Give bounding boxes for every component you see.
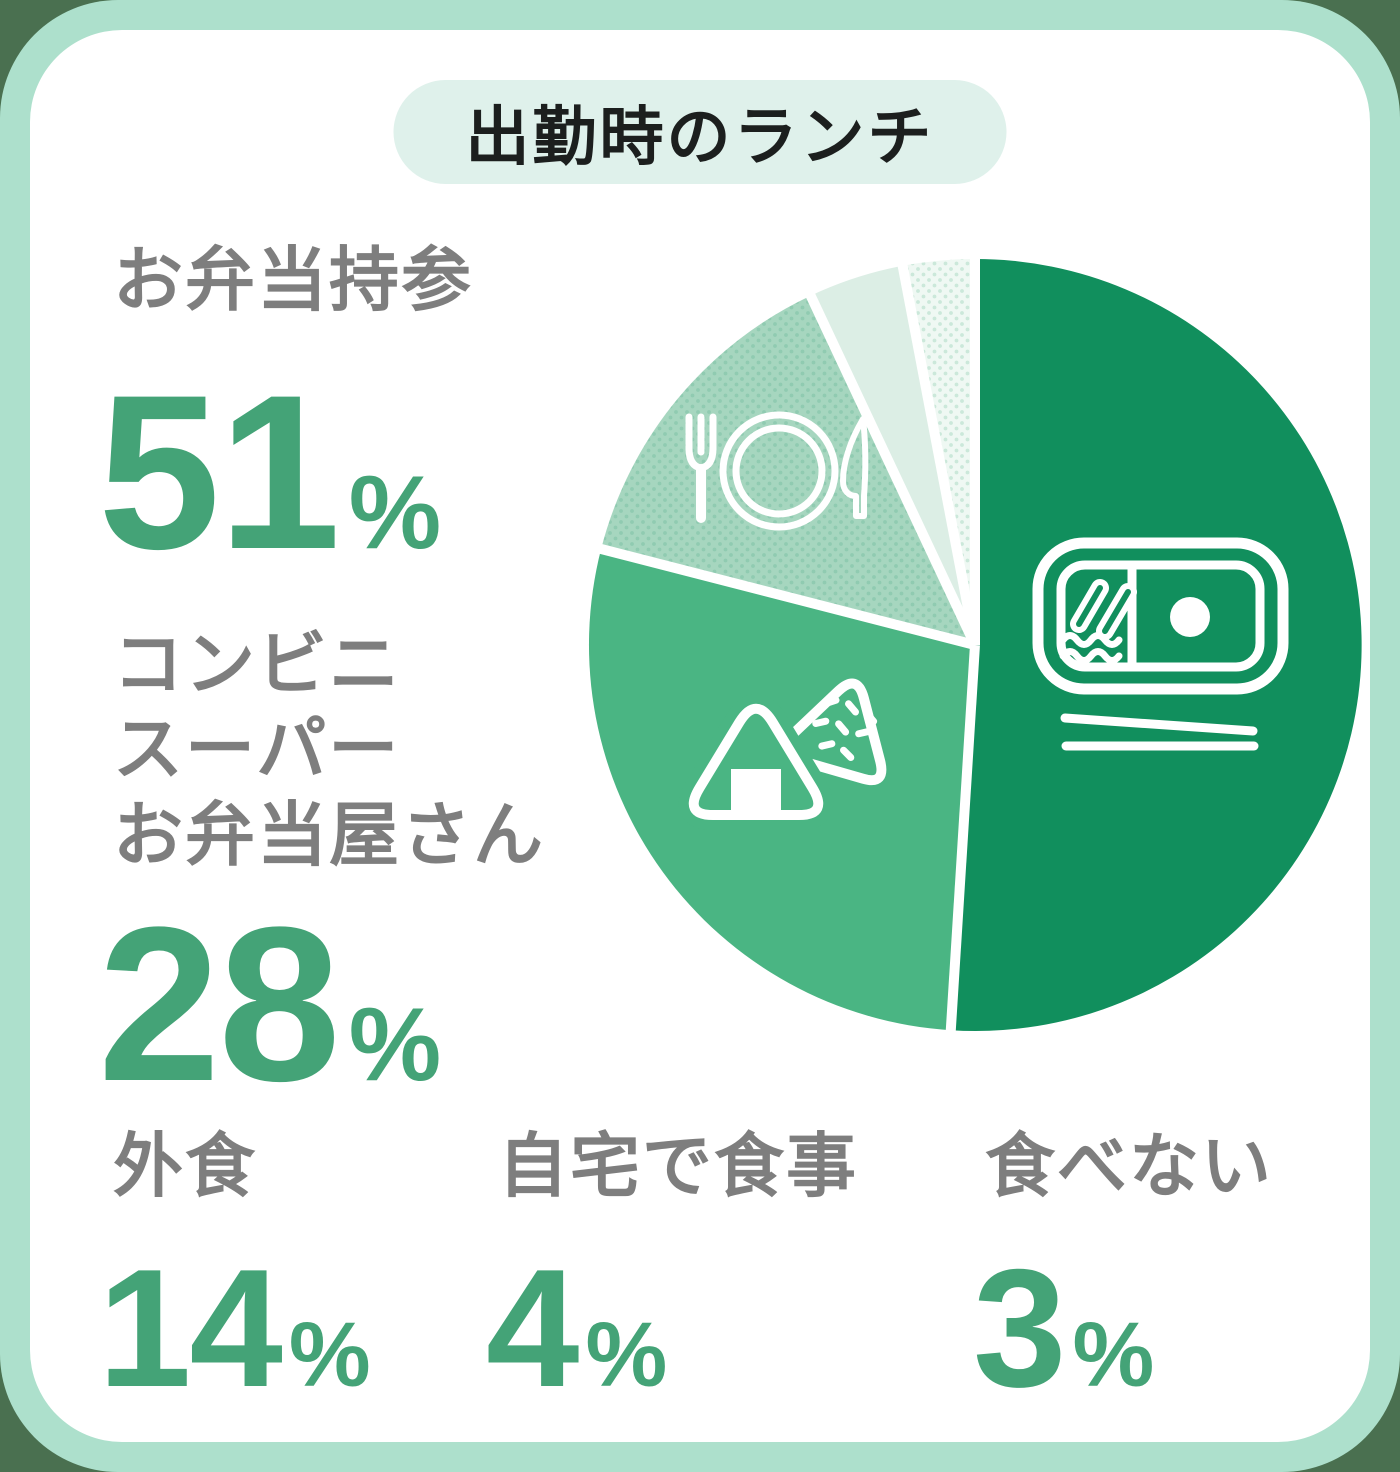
stat-store-label-line1: コンビニ [113, 625, 401, 703]
stat-bento-unit: % [348, 455, 442, 571]
restaurant-icon [685, 411, 869, 531]
stat-eating-out-unit: % [288, 1304, 371, 1406]
stat-store-label-line3: お弁当屋さん [113, 795, 545, 874]
stat-home-label: 自宅で食事 [498, 1127, 858, 1205]
bento-box-icon [1032, 537, 1289, 695]
stat-store: コンビニ スーパー お弁当屋さん [113, 622, 545, 878]
nori-square [731, 769, 781, 815]
umeboshi-dot [1170, 597, 1210, 637]
stat-bento-value: 51 % [98, 362, 441, 582]
stat-home-unit: % [585, 1304, 668, 1406]
stat-no-lunch: 食べない [985, 1124, 1273, 1209]
stat-bento-number: 51 [98, 349, 341, 595]
chart-title-badge: 出勤時のランチ [393, 80, 1007, 184]
stat-no-lunch-value: 3 % [973, 1244, 1154, 1412]
onigiri-icon [678, 678, 887, 830]
stat-bento-label: お弁当持参 [113, 241, 473, 319]
stat-eating-out-value: 14 % [98, 1244, 371, 1412]
pie-slice-separators [594, 255, 980, 1035]
stat-no-lunch-label: 食べない [985, 1127, 1273, 1205]
pie-chart [588, 255, 1362, 1035]
stat-store-value: 28 % [98, 894, 441, 1114]
knife-icon [840, 416, 869, 519]
pie-slice-0 [950, 258, 1362, 1031]
stat-home: 自宅で食事 [498, 1124, 858, 1209]
chart-title: 出勤時のランチ [465, 101, 935, 173]
stat-no-lunch-number: 3 [973, 1234, 1066, 1422]
stat-eating-out: 外食 [113, 1124, 257, 1209]
plate-icon [719, 411, 839, 531]
stat-home-value: 4 % [486, 1244, 667, 1412]
stat-eating-out-number: 14 [98, 1234, 283, 1422]
stat-no-lunch-unit: % [1072, 1304, 1155, 1406]
stat-store-number: 28 [98, 881, 341, 1127]
stat-store-unit: % [348, 987, 442, 1103]
chopsticks-icon [1060, 713, 1259, 751]
fork-icon [685, 413, 717, 523]
stat-bento: お弁当持参 [113, 238, 473, 323]
stat-store-label-line2: スーパー [113, 710, 401, 789]
pie-slice-2 [601, 295, 975, 645]
stat-eating-out-label: 外食 [113, 1127, 257, 1205]
stat-home-number: 4 [486, 1234, 579, 1422]
